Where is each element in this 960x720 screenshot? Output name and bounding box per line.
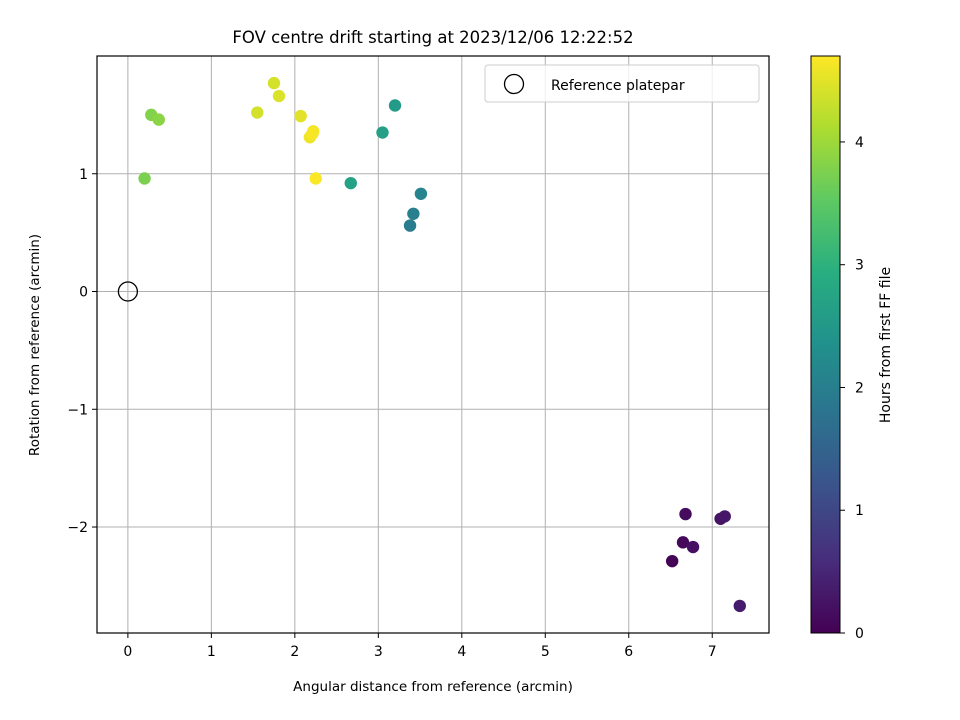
plot-frame (96, 55, 770, 634)
colorbar-gradient (810, 55, 841, 634)
data-point (267, 76, 281, 90)
x-tick-label: 0 (123, 644, 132, 660)
colorbar-ticks: 0 1 2 3 4 (840, 135, 864, 642)
reference-marker-group (117, 281, 139, 302)
legend-box (484, 64, 760, 103)
data-point (306, 127, 319, 140)
data-point (676, 536, 690, 549)
colorbar-tick-label: 2 (855, 380, 864, 396)
data-point (388, 99, 402, 112)
x-tick-label: 2 (290, 644, 299, 660)
colorbar-tick-label: 0 (855, 626, 864, 642)
y-tick-label: 0 (79, 285, 88, 301)
colorbar-label: Hours from first FF file (878, 267, 894, 423)
data-point (152, 113, 165, 126)
y-tick-label: −2 (67, 520, 88, 536)
y-tick-label: 1 (79, 167, 88, 183)
x-axis-ticks: 0 1 2 3 4 5 6 7 (123, 633, 717, 660)
x-tick-label: 4 (457, 644, 466, 660)
legend-entry-label: Reference platepar (551, 78, 685, 94)
x-tick-label: 7 (708, 644, 717, 660)
legend-reference-marker (503, 73, 525, 95)
data-point (407, 207, 420, 220)
data-points (138, 76, 746, 613)
colorbar-tick-label: 1 (855, 503, 864, 519)
legend: Reference platepar (484, 64, 760, 103)
y-axis-ticks: −2 −1 0 1 (67, 167, 97, 536)
grid-lines (97, 56, 769, 633)
data-point (294, 109, 307, 123)
x-axis-label: Angular distance from reference (arcmin) (293, 679, 573, 695)
data-point (414, 187, 428, 200)
data-point (686, 540, 700, 554)
colorbar-tick-label: 4 (855, 135, 864, 151)
x-tick-label: 3 (374, 644, 383, 660)
data-point (309, 172, 322, 185)
data-point (344, 176, 357, 190)
x-tick-label: 1 (207, 644, 216, 660)
data-point (251, 106, 264, 119)
chart-title: FOV centre drift starting at 2023/12/06 … (232, 28, 633, 47)
data-point (403, 219, 417, 232)
data-point (376, 126, 389, 139)
colorbar: 0 1 2 3 4 Hours from first FF file (810, 55, 894, 642)
data-point (272, 89, 286, 103)
data-point (718, 510, 731, 523)
colorbar-tick-label: 3 (855, 258, 864, 274)
reference-platepar-marker (117, 281, 139, 302)
data-point (138, 172, 151, 185)
data-point (679, 507, 692, 521)
y-tick-label: −1 (67, 402, 88, 418)
data-point (665, 554, 679, 568)
x-tick-label: 5 (541, 644, 550, 660)
x-tick-label: 6 (624, 644, 633, 660)
data-point (733, 599, 746, 613)
y-axis-label: Rotation from reference (arcmin) (27, 234, 43, 456)
